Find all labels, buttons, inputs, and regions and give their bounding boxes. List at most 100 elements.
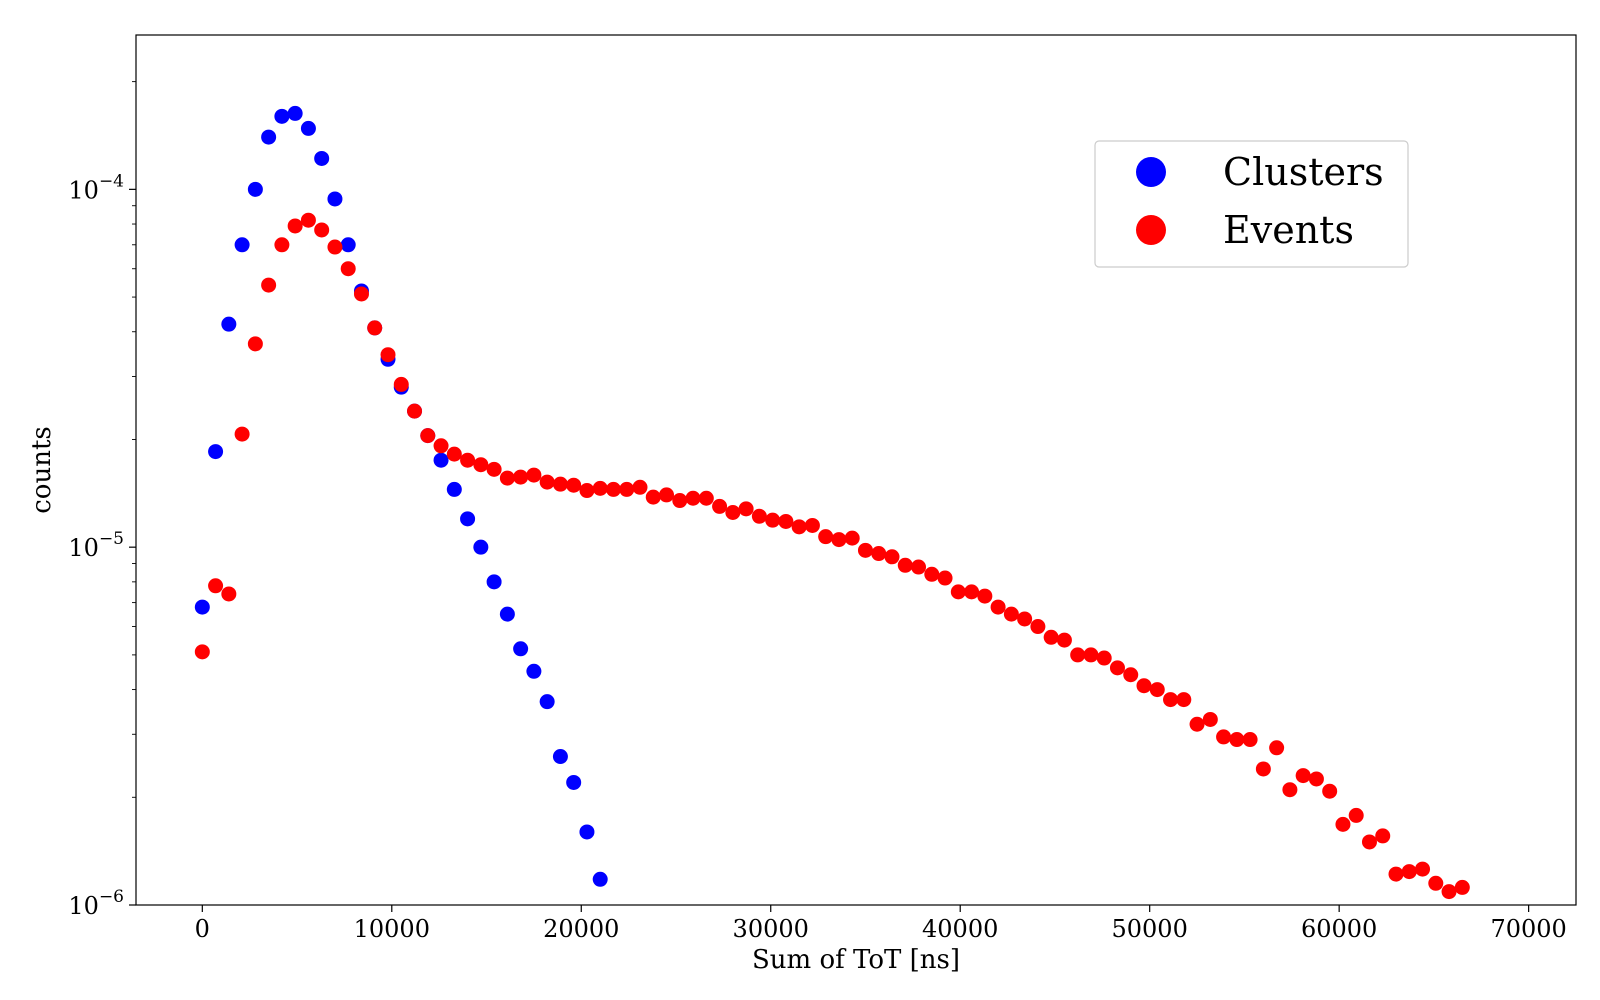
data-point-events	[1454, 879, 1470, 895]
data-point-events	[367, 320, 383, 336]
data-point-events	[725, 504, 741, 520]
data-point-events	[1242, 732, 1258, 748]
data-point-events	[659, 487, 675, 503]
data-point-events	[685, 490, 701, 506]
data-point-events	[1269, 740, 1285, 756]
data-point-events	[1322, 783, 1338, 799]
y-axis-label: counts	[27, 426, 57, 514]
data-point-events	[460, 452, 476, 468]
legend-label-events: Events	[1223, 208, 1354, 252]
data-point-events	[1176, 692, 1192, 708]
data-point-events	[539, 474, 555, 490]
data-point-events	[261, 277, 277, 293]
data-point-events	[1109, 660, 1125, 676]
data-point-events	[433, 438, 449, 454]
data-point-events	[1282, 782, 1298, 798]
data-point-events	[407, 403, 423, 419]
data-point-events	[486, 461, 502, 477]
data-point-events	[897, 557, 913, 573]
data-point-events	[314, 222, 330, 238]
data-point-events	[1375, 828, 1391, 844]
data-point-events	[1056, 632, 1072, 648]
ticks-layer: 0 10000 20000 30000 40000 50000 60000 70000 10−6…	[68, 81, 1567, 943]
data-point-events	[911, 559, 927, 575]
legend: Clusters Events	[1094, 140, 1409, 268]
data-point-events	[446, 446, 462, 462]
data-point-clusters	[287, 105, 303, 121]
data-point-events	[473, 457, 489, 473]
data-point-events	[645, 489, 661, 505]
x-tick-label: 0	[195, 915, 210, 943]
data-point-events	[566, 477, 582, 493]
data-point-events	[247, 336, 263, 352]
data-point-events	[712, 498, 728, 514]
x-axis-label: Sum of ToT [ns]	[752, 945, 960, 975]
data-point-events	[619, 481, 635, 497]
data-point-events	[1123, 667, 1139, 683]
data-point-events	[1202, 711, 1218, 727]
data-point-events	[1043, 629, 1059, 645]
data-point-events	[857, 542, 873, 558]
x-tick-label: 10000	[354, 915, 430, 943]
data-point-events	[804, 517, 820, 533]
data-point-clusters	[526, 663, 542, 679]
data-point-events	[1401, 864, 1417, 880]
data-point-clusters	[261, 129, 277, 145]
data-point-events	[1149, 682, 1165, 698]
data-point-events	[353, 286, 369, 302]
data-point-events	[1017, 611, 1033, 627]
data-point-events	[552, 476, 568, 492]
data-point-events	[778, 513, 794, 529]
x-tick-label: 20000	[543, 915, 619, 943]
x-tick-label: 60000	[1301, 915, 1377, 943]
data-point-events	[672, 493, 688, 509]
data-point-events	[1295, 768, 1311, 784]
y-tick-label: 10−5	[68, 529, 124, 562]
data-point-events	[393, 376, 409, 392]
data-point-clusters	[552, 749, 568, 765]
data-point-events	[1229, 732, 1245, 748]
data-point-events	[1070, 647, 1086, 663]
data-point-events	[844, 530, 860, 546]
data-point-events	[751, 508, 767, 524]
data-point-events	[1348, 807, 1364, 823]
plot-frame	[135, 34, 1577, 906]
data-point-events	[1335, 816, 1351, 832]
data-point-events	[1441, 884, 1457, 900]
data-point-events	[765, 512, 781, 528]
data-point-events	[738, 501, 754, 517]
data-point-events	[234, 426, 250, 442]
data-point-clusters	[513, 641, 529, 657]
data-point-events	[526, 467, 542, 483]
data-point-events	[1189, 716, 1205, 732]
data-point-events	[871, 546, 887, 562]
data-point-events	[1255, 761, 1271, 777]
data-point-events	[950, 584, 966, 600]
x-tick-label: 70000	[1490, 915, 1566, 943]
data-point-clusters	[486, 574, 502, 590]
data-point-events	[1136, 678, 1152, 694]
data-point-clusters	[499, 606, 515, 622]
data-point-clusters	[300, 120, 316, 136]
data-point-clusters	[446, 481, 462, 497]
data-point-events	[964, 584, 980, 600]
data-point-events	[287, 218, 303, 234]
data-point-events	[1361, 834, 1377, 850]
data-point-events	[605, 481, 621, 497]
data-point-events	[1096, 650, 1112, 666]
legend-label-clusters: Clusters	[1223, 150, 1384, 194]
data-point-events	[221, 586, 237, 602]
data-point-clusters	[274, 108, 290, 124]
data-point-clusters	[221, 316, 237, 332]
data-point-clusters	[566, 774, 582, 790]
data-point-clusters	[247, 181, 263, 197]
y-tick-label: 10−4	[68, 171, 124, 204]
data-point-events	[937, 570, 953, 586]
data-point-events	[380, 347, 396, 363]
data-point-clusters	[579, 824, 595, 840]
data-point-clusters	[539, 694, 555, 710]
data-point-events	[632, 479, 648, 495]
data-point-events	[1428, 875, 1444, 891]
data-point-events	[499, 470, 515, 486]
